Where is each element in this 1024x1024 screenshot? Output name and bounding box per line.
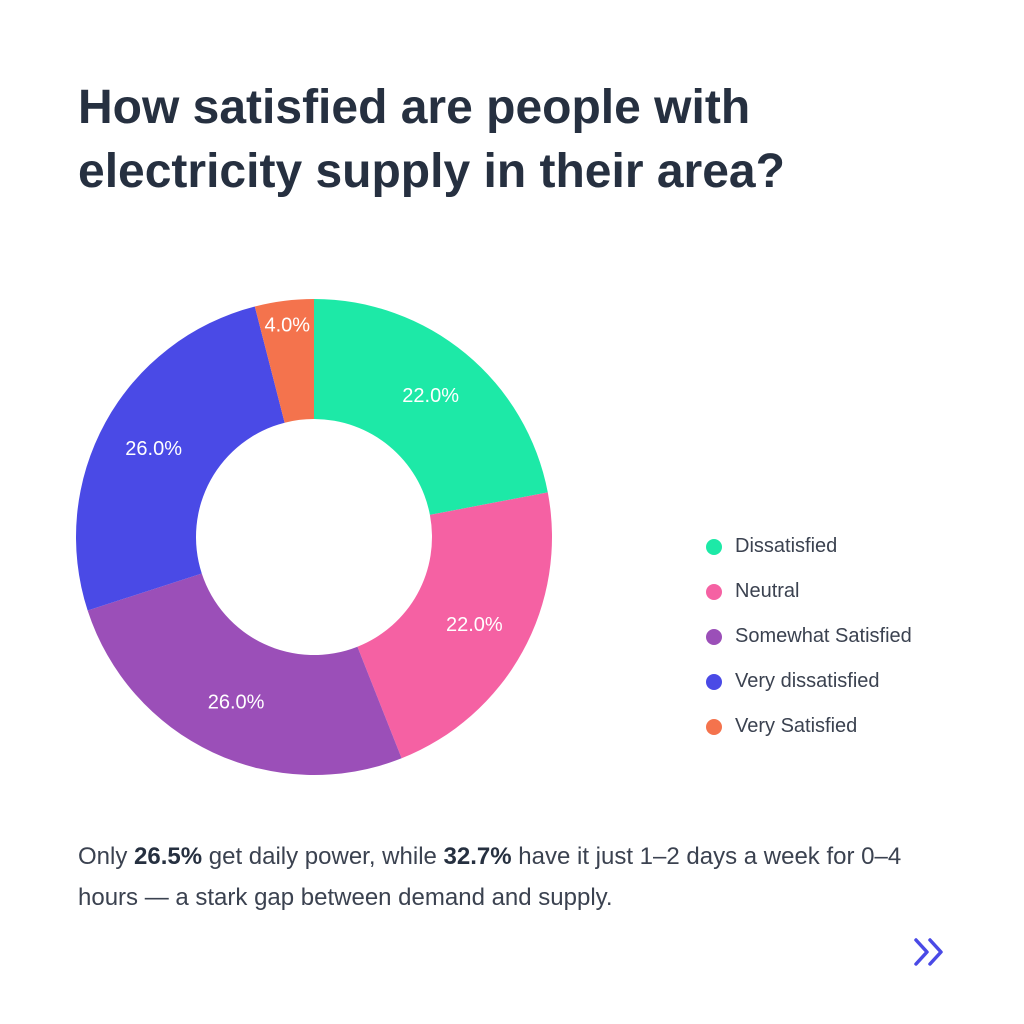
legend-swatch [706,673,722,690]
slice-label-neutral: 22.0% [446,614,503,636]
legend-item-neutral: Neutral [706,578,912,605]
note-text-2: get daily power, while [202,843,444,870]
slice-very-dissatisfied [75,306,285,611]
double-chevron-right-icon [914,938,943,966]
legend-swatch [706,538,722,555]
legend-label: Dissatisfied [735,535,838,557]
slice-somewhat-satisfied [87,573,402,776]
legend-label: Somewhat Satisfied [735,625,912,647]
chart-legend: Dissatisfied Neutral Somewhat Satisfied Ver… [706,533,912,758]
slice-very-satisfied [254,299,314,423]
legend-item-very-satisfied: Very Satisfied [706,713,912,740]
slice-label-somewhat-satisfied: 26.0% [208,692,265,714]
legend-label: Very Satisfied [735,715,858,737]
legend-swatch [706,583,722,600]
legend-label: Very dissatisfied [735,670,880,692]
legend-label: Neutral [735,580,800,602]
chart-title: How satisfied are people with electricit… [78,76,978,204]
slice-dissatisfied [314,299,548,515]
note-highlight-daily: 26.5% [134,843,203,870]
slice-label-very-satisfied: 4.0% [265,315,311,337]
legend-item-somewhat-satisfied: Somewhat Satisfied [706,623,912,650]
note-highlight-weekly: 32.7% [443,843,512,870]
donut-slices [75,299,552,776]
slice-neutral [357,492,552,759]
legend-item-dissatisfied: Dissatisfied [706,533,912,560]
chart-title-line-1: How satisfied are people with [78,81,751,134]
slice-label-very-dissatisfied: 26.0% [125,438,182,460]
note-text-3: have it just 1–2 days a week for 0–4 hou… [78,843,902,911]
chart-title-line-2: electricity supply in their area? [78,145,785,198]
note-text-1: Only [78,843,135,870]
slice-label-dissatisfied: 22.0% [402,385,459,407]
next-button[interactable] [908,932,952,972]
legend-swatch [706,628,722,645]
donut-slice-labels: 22.0% 22.0% 26.0% 26.0% 4.0% [125,315,503,714]
legend-swatch [706,718,722,735]
summary-note: Only 26.5% get daily power, while 32.7% … [78,836,958,918]
legend-item-very-dissatisfied: Very dissatisfied [706,668,912,695]
